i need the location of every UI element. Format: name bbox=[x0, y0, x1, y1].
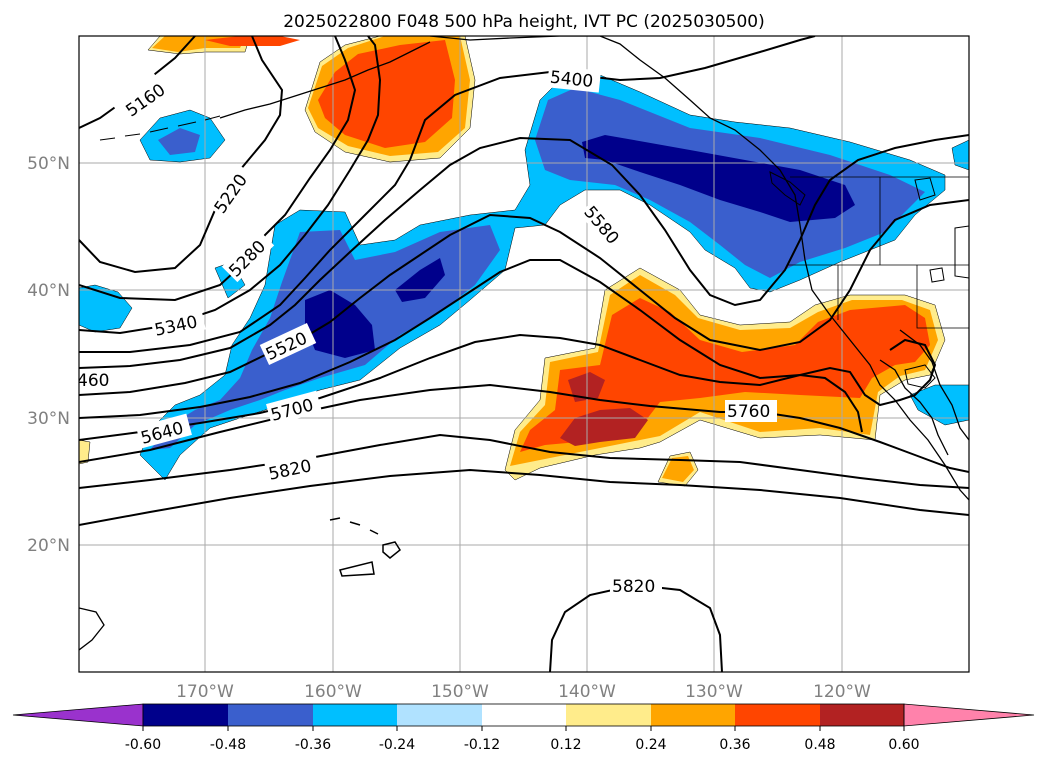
ivt-neg-dark-small bbox=[395, 258, 445, 302]
us-border bbox=[788, 176, 969, 329]
baja-coast bbox=[879, 359, 949, 456]
lon-label-140w: 140°W bbox=[558, 682, 616, 702]
lat-label-20n: 20°N bbox=[27, 536, 70, 556]
contour-5460 bbox=[79, 134, 969, 369]
colorbar-tick-label: -0.48 bbox=[210, 737, 246, 753]
colorbar-tick-label: -0.36 bbox=[295, 737, 331, 753]
colorbar-tick-label: -0.60 bbox=[125, 737, 161, 753]
negative-ivt-band bbox=[79, 74, 969, 481]
aleutian-islands bbox=[99, 115, 221, 141]
contour-5760 bbox=[79, 433, 969, 489]
gridlines bbox=[79, 36, 969, 672]
west-edge-coast bbox=[79, 607, 105, 651]
map-frame bbox=[78, 35, 970, 673]
colorbar-tick-marks bbox=[142, 726, 905, 731]
contour-5400 bbox=[79, 36, 816, 353]
colorbar-tick-label: 0.48 bbox=[804, 737, 835, 753]
ivt-pos-mid-small bbox=[662, 456, 694, 482]
colorbar-tick-label: -0.24 bbox=[379, 737, 415, 753]
lon-label-130w: 130°W bbox=[685, 682, 743, 702]
lon-label-170w: 170°W bbox=[176, 682, 234, 702]
lat-label-50n: 50°N bbox=[27, 154, 70, 174]
ivt-pos-strong-north bbox=[318, 40, 455, 148]
colorbar-swatch-3 bbox=[313, 704, 397, 726]
colorbar-swatch-6 bbox=[566, 704, 651, 726]
ivt-neg-dark-northeast bbox=[582, 135, 855, 222]
colorbar-frame bbox=[142, 703, 905, 727]
colorbar: -0.60 -0.48 -0.36 -0.24 -0.12 0.12 0.24 … bbox=[12, 703, 1035, 753]
colorbar-tick-label: 0.12 bbox=[550, 737, 581, 753]
ivt-neg-dark-west bbox=[305, 290, 375, 358]
contour-label-5760: 5760 bbox=[727, 402, 770, 422]
contour-label-5820-south: 5820 bbox=[612, 577, 655, 597]
colorbar-swatch-7 bbox=[651, 704, 735, 726]
colorbar-tick-label: 0.24 bbox=[635, 737, 666, 753]
map-panel: 5160 5220 5280 5340 5400 460 5520 5580 5… bbox=[77, 36, 969, 672]
colorbar-swatch-1 bbox=[143, 704, 228, 726]
hawaii-islands bbox=[329, 517, 401, 577]
colorbar-over-arrow bbox=[903, 703, 1035, 727]
map-title: 2025022800 F048 500 hPa height, IVT PC (… bbox=[283, 12, 765, 32]
colorbar-tick-labels: -0.60 -0.48 -0.36 -0.24 -0.12 0.12 0.24 … bbox=[125, 737, 920, 753]
lon-label-150w: 150°W bbox=[431, 682, 489, 702]
colorbar-under-arrow bbox=[12, 703, 144, 727]
colorbar-swatch-9 bbox=[820, 704, 904, 726]
contour-label-460: 460 bbox=[77, 371, 109, 391]
lat-label-40n: 40°N bbox=[27, 281, 70, 301]
contour-5820-north bbox=[79, 468, 969, 526]
channel-islands bbox=[904, 364, 936, 389]
colorbar-tick-label: 0.60 bbox=[888, 737, 919, 753]
colorbar-swatch-8 bbox=[735, 704, 820, 726]
lat-label-30n: 30°N bbox=[27, 409, 70, 429]
latitude-labels: 20°N 30°N 40°N 50°N bbox=[27, 154, 70, 556]
lon-label-120w: 120°W bbox=[813, 682, 871, 702]
contour-label-5400: 5400 bbox=[549, 68, 594, 92]
contour-labels: 5160 5220 5280 5340 5400 460 5520 5580 5… bbox=[77, 65, 777, 597]
contour-5280 bbox=[79, 36, 357, 302]
colorbar-tick-label: 0.36 bbox=[719, 737, 750, 753]
north-america-coast bbox=[429, 36, 969, 501]
longitude-labels: 170°W 160°W 150°W 140°W 130°W 120°W bbox=[176, 682, 871, 702]
coastlines bbox=[79, 36, 969, 651]
alaska-peninsula-coast bbox=[219, 41, 431, 119]
ivt-neg-light-baja bbox=[909, 384, 969, 426]
northeast-islands bbox=[914, 177, 969, 283]
colorbar-swatch-5 bbox=[482, 704, 566, 726]
gulf-california-coast bbox=[899, 329, 969, 441]
colorbar-swatch-4 bbox=[397, 704, 482, 726]
lon-label-160w: 160°W bbox=[304, 682, 362, 702]
ivt-pos-strong-far-north bbox=[205, 36, 300, 46]
colorbar-swatch-2 bbox=[228, 704, 313, 726]
contour-5580 bbox=[79, 259, 937, 419]
ivt-neg-mid-aleutian bbox=[158, 128, 200, 155]
vancouver-island bbox=[769, 171, 806, 206]
ivt-pos-light-west-edge bbox=[79, 439, 91, 465]
colorbar-tick-label: -0.12 bbox=[464, 737, 500, 753]
